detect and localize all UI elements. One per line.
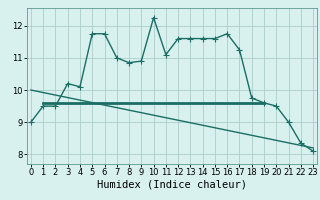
X-axis label: Humidex (Indice chaleur): Humidex (Indice chaleur): [97, 180, 247, 190]
